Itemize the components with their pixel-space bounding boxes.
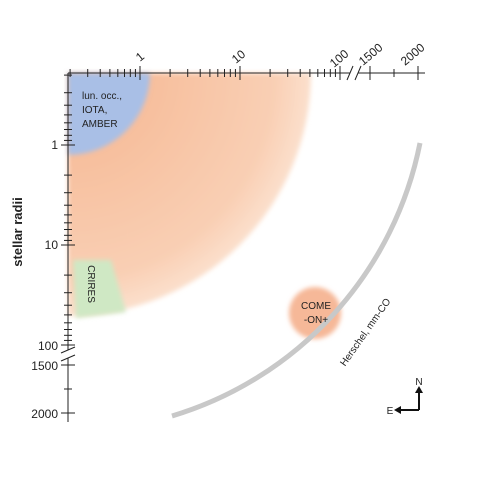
region-label: CRIRES <box>85 265 96 303</box>
left-tick-label: 10 <box>45 238 59 252</box>
coverage-region <box>68 73 311 316</box>
axis-break <box>354 65 362 81</box>
region-label: IOTA, <box>82 105 107 116</box>
axis-break <box>346 65 354 81</box>
top-tick-label: 10 <box>229 47 248 67</box>
comeon-region <box>289 287 341 339</box>
left-tick-label: 2000 <box>31 407 58 421</box>
compass-east: E <box>387 406 394 417</box>
herschel-arc <box>171 142 423 419</box>
region-label: Herschel, mm-CO <box>338 296 393 368</box>
top-tick-label: 2000 <box>398 40 428 68</box>
left-tick-label: 1500 <box>31 359 58 373</box>
region-label: lun. occ., <box>82 91 122 102</box>
top-tick-label: 100 <box>327 46 352 70</box>
compass <box>399 391 420 411</box>
top-tick-label: 1500 <box>356 40 386 68</box>
region-label: COME <box>301 301 331 312</box>
region-label: AMBER <box>82 119 118 130</box>
left-axis-title: stellar radii <box>10 197 25 266</box>
crires-region <box>73 260 126 318</box>
axes <box>60 65 425 422</box>
arrow-head <box>415 386 423 393</box>
compass-north: N <box>415 377 422 388</box>
top-tick-label: 1 <box>133 49 147 64</box>
axis-break <box>60 346 76 354</box>
left-tick-label: 1 <box>51 138 58 152</box>
region-label: -ON+ <box>304 315 328 326</box>
arrow-head <box>394 406 401 414</box>
interferometry-region <box>68 73 150 155</box>
left-tick-label: 100 <box>38 339 58 353</box>
axis-break <box>60 354 76 362</box>
